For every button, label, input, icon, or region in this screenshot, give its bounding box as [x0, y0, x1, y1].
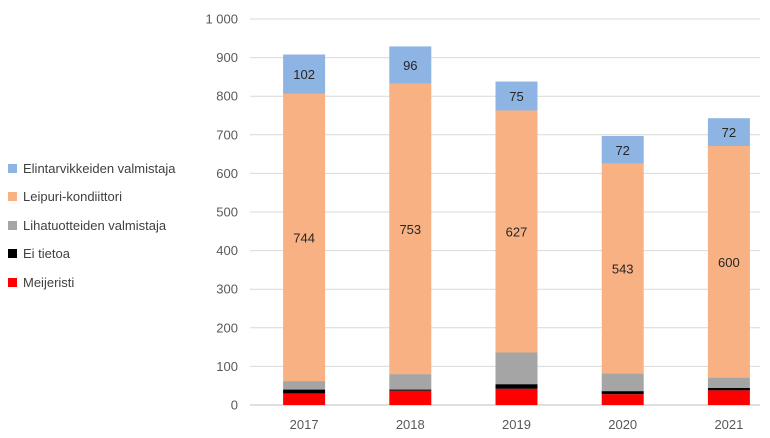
legend-label: Elintarvikkeiden valmistaja — [23, 160, 176, 176]
legend-label: Meijeristi — [23, 274, 75, 290]
bar-segment — [601, 163, 644, 374]
bar-segment — [601, 391, 644, 395]
legend: Elintarvikkeiden valmistaja Leipuri-kondi… — [8, 154, 175, 297]
y-tick-label: 100 — [216, 359, 238, 374]
bar-segment — [283, 389, 326, 394]
bar-segment — [495, 384, 538, 389]
legend-swatch — [8, 163, 17, 173]
bar-segment — [707, 377, 750, 389]
bar-segment — [389, 390, 432, 405]
bar-segment — [707, 388, 750, 391]
legend-item: Elintarvikkeiden valmistaja — [8, 154, 175, 183]
data-label: 96 — [403, 58, 417, 73]
data-label: 75 — [509, 89, 523, 104]
x-tick-label: 2020 — [608, 417, 637, 432]
y-tick-label: 600 — [216, 166, 238, 181]
data-label: 102 — [293, 67, 315, 82]
bar-segment — [495, 352, 538, 385]
legend-swatch — [8, 277, 17, 287]
legend-item: Lihatuotteiden valmistaja — [8, 211, 175, 240]
bar-segment — [601, 135, 644, 164]
legend-swatch — [8, 220, 17, 230]
data-label: 72 — [615, 143, 629, 158]
legend-item: Meijeristi — [8, 268, 175, 297]
y-tick-label: 200 — [216, 320, 238, 335]
data-label: 72 — [722, 125, 736, 140]
data-label: 543 — [612, 262, 634, 277]
bar-segment — [495, 110, 538, 353]
x-tick-label: 2018 — [396, 417, 425, 432]
bar-segment — [389, 374, 432, 390]
legend-swatch — [8, 192, 17, 202]
bar-segment — [601, 373, 644, 392]
bar-segment — [707, 145, 750, 378]
legend-label: Leipuri-kondiittori — [23, 189, 122, 205]
bar-segment — [495, 81, 538, 111]
y-tick-label: 800 — [216, 89, 238, 104]
bar-segment — [707, 390, 750, 405]
y-tick-label: 300 — [216, 282, 238, 297]
y-tick-label: 400 — [216, 243, 238, 258]
legend-item: Ei tietoa — [8, 240, 175, 269]
y-tick-label: 900 — [216, 50, 238, 65]
x-tick-label: 2019 — [502, 417, 531, 432]
x-tick-label: 2021 — [714, 417, 743, 432]
bar-segment — [283, 381, 326, 390]
x-tick-label: 2017 — [290, 417, 319, 432]
data-label: 600 — [718, 255, 740, 270]
bar-segment — [389, 83, 432, 375]
y-tick-label: 1 000 — [205, 12, 238, 27]
legend-label: Lihatuotteiden valmistaja — [23, 217, 167, 233]
bar-segment — [495, 388, 538, 405]
legend-label: Ei tietoa — [23, 246, 70, 262]
bar-segment — [283, 54, 326, 94]
bar-segment — [283, 93, 326, 382]
bar-segment — [707, 118, 750, 146]
bar-segment — [601, 394, 644, 405]
legend-item: Leipuri-kondiittori — [8, 183, 175, 212]
y-tick-label: 700 — [216, 127, 238, 142]
data-label: 753 — [399, 222, 421, 237]
bar-segment — [283, 393, 326, 405]
legend-swatch — [8, 249, 17, 259]
y-tick-label: 500 — [216, 205, 238, 220]
y-tick-label: 0 — [231, 398, 238, 413]
data-label: 627 — [506, 224, 528, 239]
bar-segment — [389, 46, 432, 84]
data-label: 744 — [293, 230, 315, 245]
bar-segment — [389, 389, 432, 391]
